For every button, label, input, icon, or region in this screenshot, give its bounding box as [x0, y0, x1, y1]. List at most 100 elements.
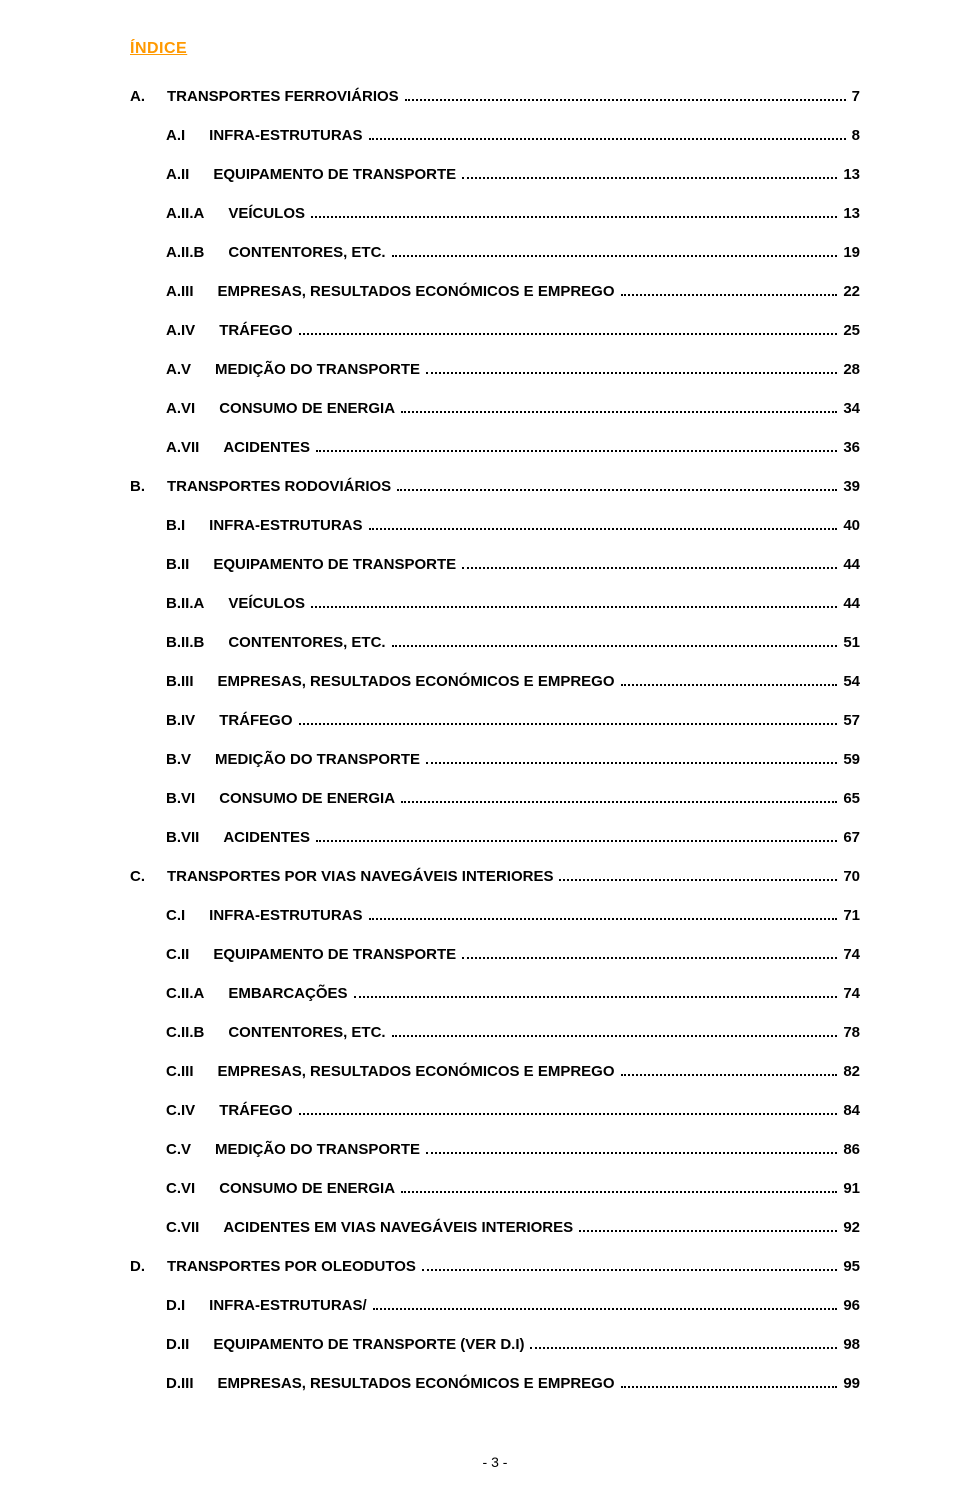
toc-ref: D. [130, 1256, 145, 1277]
toc-page: 44 [843, 554, 860, 575]
toc-label: TRANSPORTES POR VIAS NAVEGÁVEIS INTERIOR… [167, 866, 553, 887]
toc-label: TRANSPORTES RODOVIÁRIOS [167, 476, 391, 497]
toc-dots [354, 996, 838, 998]
toc-row: C.IIIEMPRESAS, RESULTADOS ECONÓMICOS E E… [130, 1061, 860, 1082]
toc-ref: A.II.B [166, 242, 204, 263]
toc-label: MEDIÇÃO DO TRANSPORTE [215, 1139, 420, 1160]
toc-page: 65 [843, 788, 860, 809]
toc-label: INFRA-ESTRUTURAS/ [209, 1295, 367, 1316]
toc-row: C.II.AEMBARCAÇÕES74 [130, 983, 860, 1004]
toc-page: 13 [843, 203, 860, 224]
toc-dots [392, 645, 838, 647]
toc-ref: C.II.B [166, 1022, 204, 1043]
toc-ref: B.V [166, 749, 191, 770]
toc-label: EMPRESAS, RESULTADOS ECONÓMICOS E EMPREG… [218, 281, 615, 302]
toc-label: MEDIÇÃO DO TRANSPORTE [215, 749, 420, 770]
toc-page: 86 [843, 1139, 860, 1160]
toc-dots [621, 1386, 838, 1388]
toc-dots [373, 1308, 838, 1310]
toc-label: VEÍCULOS [228, 203, 305, 224]
toc-label: TRÁFEGO [219, 320, 292, 341]
toc-page: 84 [843, 1100, 860, 1121]
toc-label: EMBARCAÇÕES [228, 983, 347, 1004]
toc-ref: B.VI [166, 788, 195, 809]
toc-label: CONSUMO DE ENERGIA [219, 398, 395, 419]
toc-label: CONTENTORES, ETC. [228, 1022, 385, 1043]
toc-label: INFRA-ESTRUTURAS [209, 515, 362, 536]
toc-dots [401, 411, 837, 413]
toc-row: B.TRANSPORTES RODOVIÁRIOS39 [130, 476, 860, 497]
doc-title: ÍNDICE [130, 40, 860, 58]
toc-row: B.VI CONSUMO DE ENERGIA 65 [130, 788, 860, 809]
toc-page: 44 [843, 593, 860, 614]
toc-page: 28 [843, 359, 860, 380]
toc-row: D.IIIEMPRESAS, RESULTADOS ECONÓMICOS E E… [130, 1373, 860, 1394]
toc-label: ACIDENTES EM VIAS NAVEGÁVEIS INTERIORES [223, 1217, 573, 1238]
toc-dots [299, 1113, 838, 1115]
toc-ref: C.V [166, 1139, 191, 1160]
toc-row: B.IINFRA-ESTRUTURAS40 [130, 515, 860, 536]
toc-label: ACIDENTES [223, 827, 310, 848]
toc-ref: A.I [166, 125, 185, 146]
toc-label: INFRA-ESTRUTURAS [209, 905, 362, 926]
toc-dots [559, 879, 837, 881]
toc-row: C.TRANSPORTES POR VIAS NAVEGÁVEIS INTERI… [130, 866, 860, 887]
toc-ref: B.VII [166, 827, 199, 848]
toc-dots [462, 957, 837, 959]
toc-ref: C.I [166, 905, 185, 926]
toc-ref: A.VI [166, 398, 195, 419]
toc-ref: B.II [166, 554, 189, 575]
toc-ref: C.IV [166, 1100, 195, 1121]
toc-row: A.VMEDIÇÃO DO TRANSPORTE28 [130, 359, 860, 380]
toc-row: A.IVTRÁFEGO25 [130, 320, 860, 341]
toc-page: 96 [843, 1295, 860, 1316]
toc-ref: D.I [166, 1295, 185, 1316]
toc-dots [299, 723, 838, 725]
toc-dots [392, 1035, 838, 1037]
toc-ref: D.II [166, 1334, 189, 1355]
toc-dots [405, 99, 846, 101]
toc-row: A.TRANSPORTES FERROVIÁRIOS7 [130, 86, 860, 107]
toc-label: CONTENTORES, ETC. [228, 242, 385, 263]
toc-dots [621, 1074, 838, 1076]
toc-dots [316, 840, 837, 842]
toc-dots [316, 450, 837, 452]
toc-label: MEDIÇÃO DO TRANSPORTE [215, 359, 420, 380]
toc-page: 22 [843, 281, 860, 302]
toc-row: C.IVTRÁFEGO84 [130, 1100, 860, 1121]
toc-row: B.VMEDIÇÃO DO TRANSPORTE59 [130, 749, 860, 770]
toc-ref: A.IV [166, 320, 195, 341]
toc-dots [401, 801, 837, 803]
toc-ref: B.III [166, 671, 194, 692]
toc-page: 95 [843, 1256, 860, 1277]
toc-dots [369, 528, 838, 530]
toc-label: ACIDENTES [223, 437, 310, 458]
toc-page: 57 [843, 710, 860, 731]
toc-ref: B.IV [166, 710, 195, 731]
toc-label: EMPRESAS, RESULTADOS ECONÓMICOS E EMPREG… [218, 1061, 615, 1082]
toc-page: 19 [843, 242, 860, 263]
toc-dots [311, 216, 837, 218]
toc-page: 7 [852, 86, 860, 107]
toc-dots [426, 372, 837, 374]
toc-dots [422, 1269, 837, 1271]
toc-label: EQUIPAMENTO DE TRANSPORTE [213, 164, 456, 185]
toc-dots [397, 489, 837, 491]
toc-page: 51 [843, 632, 860, 653]
toc-ref: C.II [166, 944, 189, 965]
toc-row: A.III EMPRESAS, RESULTADOS ECONÓMICOS E E… [130, 281, 860, 302]
toc-page: 13 [843, 164, 860, 185]
toc-row: B.VIIACIDENTES67 [130, 827, 860, 848]
toc-row: A.IIEQUIPAMENTO DE TRANSPORTE13 [130, 164, 860, 185]
toc-dots [369, 918, 838, 920]
toc-label: CONSUMO DE ENERGIA [219, 788, 395, 809]
toc-ref: A.III [166, 281, 194, 302]
toc-page: 39 [843, 476, 860, 497]
toc-row: A.VIIACIDENTES36 [130, 437, 860, 458]
toc-label: CONTENTORES, ETC. [228, 632, 385, 653]
toc-dots [426, 1152, 837, 1154]
toc-row: A.II.B CONTENTORES, ETC. 19 [130, 242, 860, 263]
toc-page: 78 [843, 1022, 860, 1043]
toc-row: B.IIIEMPRESAS, RESULTADOS ECONÓMICOS E E… [130, 671, 860, 692]
toc-dots [311, 606, 837, 608]
